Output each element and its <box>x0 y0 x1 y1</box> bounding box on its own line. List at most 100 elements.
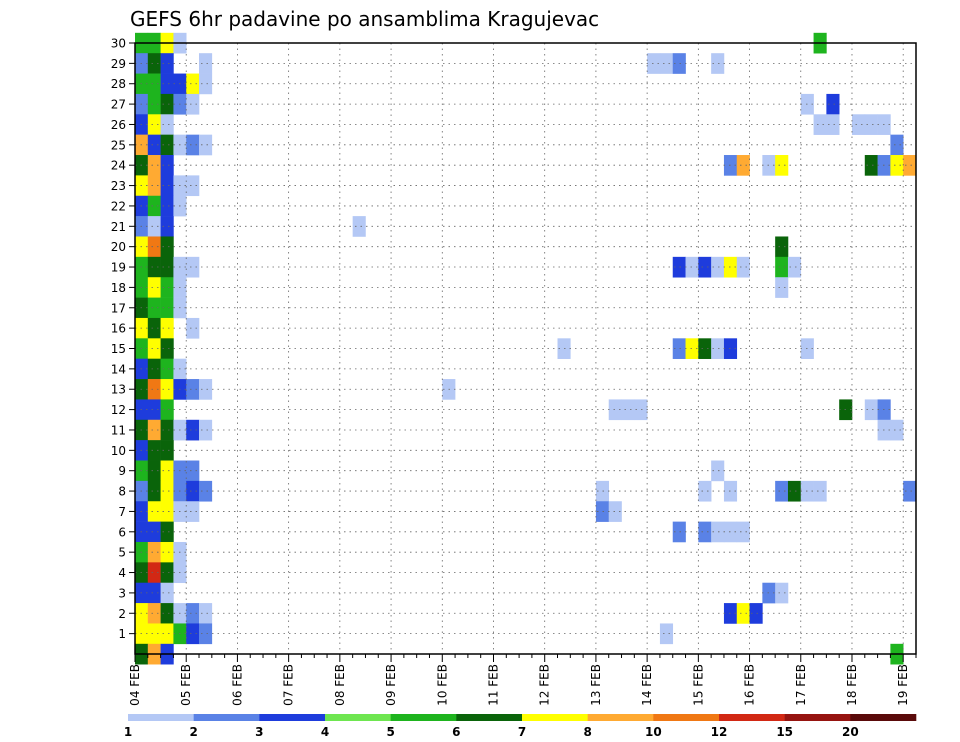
y-tick-label: 1 <box>118 627 126 641</box>
heatmap-cell <box>775 480 789 502</box>
y-tick-label: 15 <box>111 342 126 356</box>
x-axis: 04 FEB 05 FEB 06 FEB 07 FEB 08 FEB 09 FEB 10 F… <box>128 654 917 706</box>
heatmap-cell <box>698 480 712 502</box>
colorbar-label: 15 <box>776 725 793 739</box>
x-tick-label: 04 FEB <box>128 664 142 706</box>
heatmap-cell <box>147 277 161 298</box>
heatmap-cell <box>160 297 174 319</box>
heatmap-cell <box>723 480 738 502</box>
y-tick-label: 3 <box>118 586 126 600</box>
heatmap-cell <box>352 216 366 237</box>
heatmap-cell <box>711 521 725 543</box>
heatmap-cell <box>813 114 827 135</box>
heatmap-cell <box>160 460 174 482</box>
y-tick-label: 17 <box>111 301 126 315</box>
colorbar-segment <box>653 714 720 721</box>
y-tick-label: 9 <box>118 464 126 478</box>
colorbar-segment <box>390 714 457 721</box>
heatmap-cell <box>621 399 635 421</box>
y-tick-label: 11 <box>111 423 126 437</box>
heatmap-cell <box>775 256 789 278</box>
y-tick-label: 19 <box>111 261 126 275</box>
heatmap-cell <box>199 379 213 400</box>
x-tick-label: 13 FEB <box>589 664 603 706</box>
heatmap-cell <box>723 521 738 543</box>
heatmap-cell <box>186 603 200 624</box>
heatmap-cell <box>160 379 174 400</box>
colorbar-label: 7 <box>518 725 526 739</box>
heatmap-cell <box>160 134 174 156</box>
x-tick-label: 06 FEB <box>230 664 244 706</box>
heatmap-cell <box>736 521 750 543</box>
colorbar-label: 5 <box>386 725 394 739</box>
grid-lines <box>134 42 916 654</box>
heatmap-cell <box>186 419 200 441</box>
x-tick-label: 11 FEB <box>486 664 500 706</box>
heatmap-cell <box>160 501 174 522</box>
heatmap-cell <box>826 114 840 135</box>
y-tick-label: 14 <box>111 362 126 376</box>
colorbar-label: 12 <box>711 725 728 739</box>
heatmap-cell <box>160 53 174 74</box>
heatmap-cell <box>864 114 878 135</box>
x-tick-label: 14 FEB <box>640 664 654 706</box>
heatmap-cell <box>685 256 699 278</box>
heatmap-cell <box>147 73 161 95</box>
colorbar-label: 20 <box>842 725 859 739</box>
heatmap-cell <box>147 440 161 461</box>
heatmap-cell <box>147 216 161 237</box>
colorbar-segment <box>784 714 851 721</box>
heatmap-cell <box>147 236 161 258</box>
y-tick-label: 29 <box>111 57 126 71</box>
y-tick-label: 20 <box>111 240 126 254</box>
heatmap-cell <box>199 53 213 74</box>
heatmap-cell <box>711 338 725 359</box>
heatmap-cell <box>775 236 789 258</box>
y-tick-label: 26 <box>111 118 126 132</box>
heatmap-cell <box>186 501 200 522</box>
heatmap-cell <box>199 134 213 156</box>
colorbar-segment <box>587 714 654 721</box>
heatmap-cell <box>160 440 174 461</box>
colorbar-segment <box>128 714 194 721</box>
heatmap-cell <box>160 195 174 217</box>
heatmap-cell <box>160 236 174 258</box>
heatmap-cell <box>199 603 213 624</box>
heatmap-cell <box>903 155 917 176</box>
heatmap-cell <box>186 480 200 502</box>
heatmap-cell <box>672 53 686 74</box>
heatmap-cell <box>685 338 699 359</box>
y-tick-label: 21 <box>111 220 126 234</box>
heatmap-cell <box>147 623 161 645</box>
y-tick-label: 10 <box>111 444 126 458</box>
heatmap-cell <box>608 399 622 421</box>
heatmap-cell <box>160 93 174 115</box>
colorbar-label: 4 <box>321 725 329 739</box>
heatmap-cell <box>723 603 738 624</box>
x-tick-label: 12 FEB <box>538 664 552 706</box>
heatmap-cell <box>659 53 674 74</box>
y-tick-label: 13 <box>111 383 126 397</box>
heatmap-cell <box>672 338 686 359</box>
heatmap-cell <box>672 256 686 278</box>
heatmap-cell <box>787 256 802 278</box>
heatmap-cell <box>826 93 840 115</box>
y-tick-label: 16 <box>111 322 126 336</box>
y-tick-label: 6 <box>118 525 126 539</box>
y-tick-label: 24 <box>111 159 126 173</box>
y-axis: 1234567891011121314151617181920212223242… <box>111 37 135 641</box>
y-tick-label: 28 <box>111 77 126 91</box>
heatmap-cell <box>186 134 200 156</box>
heatmap-cell <box>647 53 661 74</box>
heatmap-cell <box>147 582 161 604</box>
heatmap-cell <box>698 521 712 543</box>
heatmap-cell <box>147 562 161 584</box>
colorbar-segment <box>259 714 326 721</box>
heatmap-cell <box>736 155 750 176</box>
heatmap-cell <box>186 93 200 115</box>
heatmap-cell <box>736 603 750 624</box>
heatmap-cell <box>147 460 161 482</box>
heatmap-cell <box>903 480 917 502</box>
x-tick-label: 16 FEB <box>743 664 757 706</box>
